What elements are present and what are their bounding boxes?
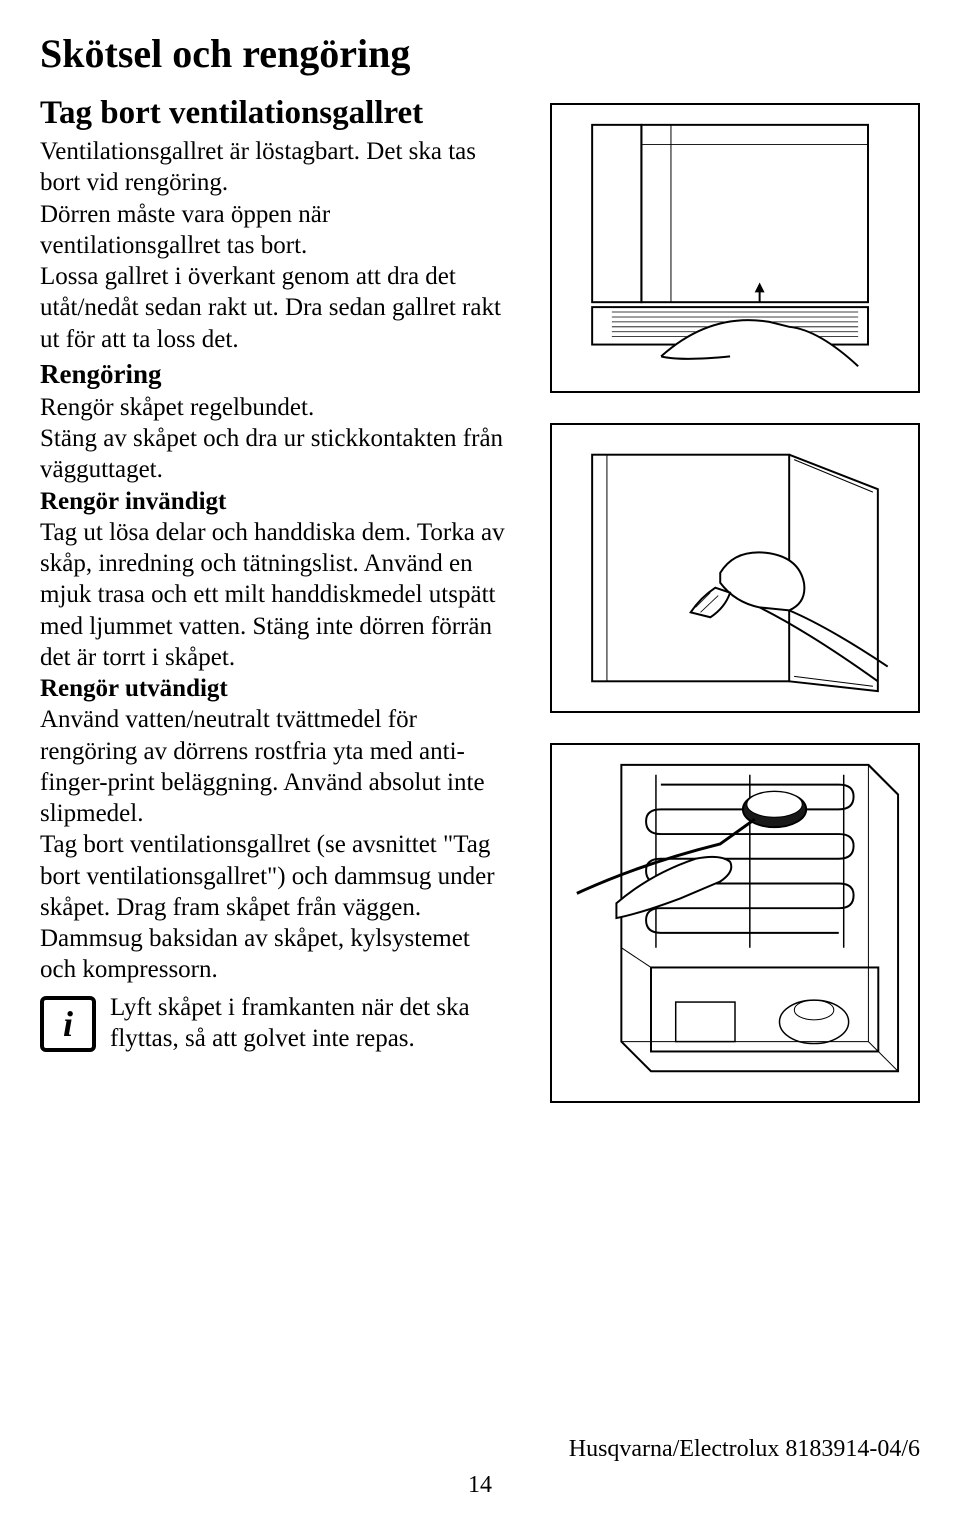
paragraph-text: Använd vatten/neutralt tvättmedel för re… <box>40 706 485 827</box>
subheading-exterior: Rengör utvändigt <box>40 675 228 702</box>
illustration-icon <box>552 745 918 1101</box>
figure-vacuum-coils <box>550 743 920 1103</box>
page-title: Skötsel och rengöring <box>40 30 920 77</box>
subheading-interior: Rengör invändigt <box>40 488 226 515</box>
paragraph: Rengör skåpet regelbundet. <box>40 392 510 423</box>
paragraph: Dörren måste vara öppen när ventilations… <box>40 199 510 262</box>
figure-remove-grille <box>550 103 920 393</box>
illustration-icon <box>552 425 918 711</box>
section-heading-ventilation: Tag bort ventilationsgallret <box>40 95 510 132</box>
paragraph: Ventilationsgallret är löstagbart. Det s… <box>40 136 510 199</box>
page-number: 14 <box>0 1472 960 1499</box>
info-icon-container: i <box>40 992 96 1055</box>
paragraph: Tag bort ventilationsgallret (se avsnitt… <box>40 829 510 985</box>
paragraph-interior: Rengör invändigt Tag ut lösa delar och h… <box>40 486 510 674</box>
paragraph: Lossa gallret i överkant genom att dra d… <box>40 261 510 355</box>
paragraph-text: Tag ut lösa delar och handdiska dem. Tor… <box>40 519 505 671</box>
paragraph-exterior: Rengör utvändigt Använd vatten/neutralt … <box>40 673 510 829</box>
document-reference: Husqvarna/Electrolux 8183914-04/6 <box>569 1436 920 1463</box>
info-icon: i <box>40 996 96 1052</box>
text-column: Tag bort ventilationsgallret Ventilation… <box>40 95 510 1103</box>
figure-column <box>550 95 920 1103</box>
info-note-text: Lyft skåpet i framkanten när det ska fly… <box>110 992 510 1055</box>
info-note: i Lyft skåpet i framkanten när det ska f… <box>40 992 510 1055</box>
section-heading-cleaning: Rengöring <box>40 359 510 390</box>
figure-clean-interior <box>550 423 920 713</box>
illustration-icon <box>552 105 918 391</box>
content-columns: Tag bort ventilationsgallret Ventilation… <box>40 95 920 1103</box>
paragraph: Stäng av skåpet och dra ur stickkontakte… <box>40 423 510 486</box>
